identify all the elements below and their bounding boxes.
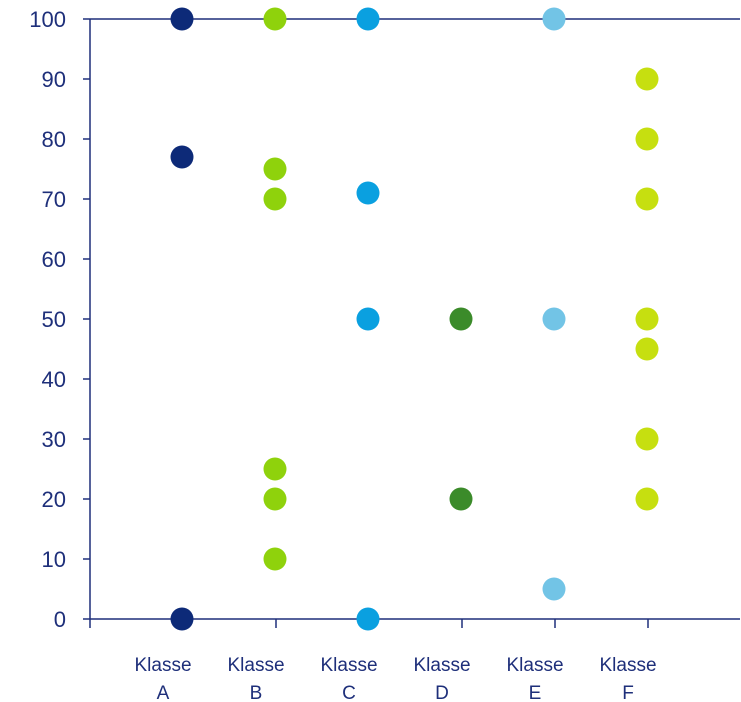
- points-group: [170, 7, 659, 631]
- data-point: [449, 307, 473, 331]
- x-tick-label-line: A: [157, 683, 170, 702]
- x-tick-label-line: F: [622, 683, 634, 702]
- data-point: [635, 307, 659, 331]
- data-point: [449, 487, 473, 511]
- data-point: [635, 337, 659, 361]
- y-tick-label: 90: [42, 67, 66, 92]
- x-tick-label-line: Klasse: [599, 655, 656, 676]
- data-point: [635, 487, 659, 511]
- y-tick-label: 50: [42, 307, 66, 332]
- data-point: [170, 145, 194, 169]
- x-tick-label-line: Klasse: [134, 655, 191, 676]
- x-tick-label-line: Klasse: [227, 655, 284, 676]
- data-point: [263, 487, 287, 511]
- y-tick-label: 80: [42, 127, 66, 152]
- data-point: [542, 307, 566, 331]
- data-point: [263, 7, 287, 31]
- y-tick-label: 0: [54, 607, 66, 632]
- axes-group: [83, 18, 740, 628]
- x-tick-label-line: C: [342, 683, 356, 702]
- y-tick-label: 20: [42, 487, 66, 512]
- x-tick-label-line: Klasse: [506, 655, 563, 676]
- x-tick-label: Klasse B: [227, 655, 284, 702]
- y-tick-label: 100: [29, 7, 66, 32]
- data-point: [263, 457, 287, 481]
- data-point: [635, 67, 659, 91]
- data-point: [263, 547, 287, 571]
- x-tick-label-line: D: [435, 683, 449, 702]
- data-point: [635, 427, 659, 451]
- x-tick-label: Klasse D: [413, 655, 470, 702]
- y-tick-label: 70: [42, 187, 66, 212]
- data-point: [635, 187, 659, 211]
- x-tick-label: Klasse A: [134, 655, 191, 702]
- data-point: [263, 187, 287, 211]
- data-point: [356, 607, 380, 631]
- data-point: [542, 577, 566, 601]
- y-tick-label: 40: [42, 367, 66, 392]
- data-point: [356, 181, 380, 205]
- x-tick-label-line: E: [529, 683, 542, 702]
- x-tick-label-line: Klasse: [413, 655, 470, 676]
- y-tick-label: 60: [42, 247, 66, 272]
- x-tick-label-line: Klasse: [320, 655, 377, 676]
- data-point: [356, 7, 380, 31]
- y-tick-label: 10: [42, 547, 66, 572]
- data-point: [542, 7, 566, 31]
- x-tick-label: Klasse F: [599, 655, 656, 702]
- x-tick-label: Klasse E: [506, 655, 563, 702]
- data-point: [263, 157, 287, 181]
- data-point: [356, 307, 380, 331]
- x-tick-label: Klasse C: [320, 655, 377, 702]
- data-point: [170, 607, 194, 631]
- data-point: [170, 7, 194, 31]
- y-tick-label: 30: [42, 427, 66, 452]
- x-tick-label-line: B: [250, 683, 263, 702]
- data-point: [635, 127, 659, 151]
